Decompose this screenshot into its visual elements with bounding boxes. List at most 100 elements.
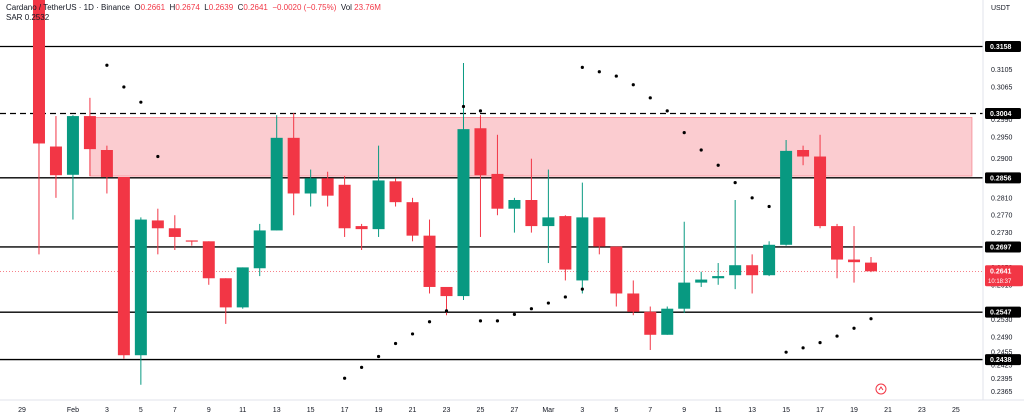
sar-dot — [512, 312, 517, 316]
candle-body — [763, 244, 776, 276]
candle — [848, 226, 861, 283]
candle — [627, 280, 640, 316]
sar-dot — [767, 204, 771, 209]
date-tick-label: 5 — [139, 407, 143, 414]
candle-body — [32, 0, 45, 144]
candle — [678, 221, 691, 314]
candle-body — [576, 217, 589, 281]
candle — [576, 182, 589, 294]
symbol-title[interactable]: Cardano / TetherUS · 1D · Binance — [6, 3, 130, 12]
sar-dot — [376, 354, 381, 359]
event-flag-glyph — [878, 386, 884, 391]
event-flag-icon — [875, 383, 887, 395]
candle-body — [338, 184, 351, 229]
candle — [338, 176, 351, 237]
candle — [100, 145, 113, 194]
sar-dot — [156, 154, 160, 159]
sar-dot — [733, 181, 737, 185]
sar-dot — [682, 131, 686, 135]
date-tick-label: 25 — [952, 407, 960, 414]
candle-body — [66, 116, 79, 175]
price-tick-label: 0.2395 — [991, 376, 1013, 383]
high-value: 0.2674 — [175, 3, 200, 12]
level-price-tag — [985, 354, 1021, 366]
time-axis-bg — [0, 400, 1024, 419]
candle-body — [797, 150, 810, 157]
candle-body — [474, 128, 487, 176]
open-label: O — [134, 3, 141, 12]
sar-label: SAR — [6, 13, 23, 22]
sar-dot — [122, 85, 126, 89]
candle — [168, 215, 181, 250]
sar-dot — [784, 350, 788, 354]
close-value: 0.2641 — [243, 3, 268, 12]
candle-body — [270, 137, 283, 231]
candle-body — [355, 226, 368, 230]
chart-header: Cardano / TetherUS · 1D · Binance O0.266… — [6, 3, 381, 12]
sar-dot — [444, 309, 449, 313]
candle-body — [627, 293, 640, 312]
candle-body — [593, 217, 606, 247]
candle — [474, 115, 487, 237]
candle — [542, 169, 555, 264]
candle — [236, 267, 249, 309]
candle — [270, 115, 283, 231]
volume-value: 23.76M — [354, 3, 381, 12]
candle-body — [559, 216, 572, 270]
candle-body — [168, 228, 181, 237]
candle — [423, 219, 436, 294]
currency-label: USDT — [991, 5, 1011, 12]
level-price-label: 0.2697 — [990, 244, 1012, 251]
price-tick-label: 0.2770 — [991, 213, 1013, 220]
candle-body — [253, 230, 266, 269]
close-label: C — [237, 3, 244, 12]
candle — [695, 271, 708, 287]
date-tick-label: Mar — [542, 407, 555, 414]
sar-legend[interactable]: SAR 0.2532 — [6, 13, 49, 22]
sar-dot — [105, 63, 109, 67]
sar-dot — [869, 317, 873, 321]
level-price-label: 0.2438 — [990, 357, 1012, 364]
sar-dot — [529, 307, 534, 311]
candle — [49, 116, 62, 198]
date-tick-label: 29 — [18, 407, 26, 414]
candle-body — [100, 150, 113, 177]
sar-dot — [614, 74, 618, 78]
price-tick-label: 0.2990 — [991, 117, 1013, 124]
date-tick-label: 3 — [105, 407, 109, 414]
price-tick-label: 0.3065 — [991, 84, 1013, 91]
price-axis-bg — [983, 0, 1024, 419]
candle — [151, 208, 164, 255]
candle-body — [83, 116, 96, 150]
candle-body — [287, 137, 300, 194]
price-tick-label: 0.2730 — [991, 230, 1013, 237]
date-tick-label: 27 — [511, 407, 519, 414]
candle-body — [848, 259, 861, 263]
date-tick-label: 11 — [239, 407, 246, 414]
candle-body — [321, 178, 334, 196]
candle — [117, 176, 130, 359]
candle — [219, 278, 232, 324]
candle — [644, 306, 657, 350]
price-tick-label: 0.2900 — [991, 156, 1013, 163]
candle-body — [219, 278, 232, 308]
candle — [202, 241, 215, 285]
sar-dot — [427, 320, 432, 324]
sar-dot — [343, 376, 347, 380]
last-price-label: 0.2641 — [990, 268, 1012, 275]
candle-body — [491, 173, 504, 209]
candle — [134, 217, 147, 385]
date-tick-label: 3 — [580, 407, 584, 414]
sar-dot — [852, 326, 856, 330]
sar-dot — [580, 65, 584, 69]
candle — [525, 158, 538, 233]
candle-body — [695, 279, 708, 283]
candle-body — [117, 176, 130, 356]
price-tick-label: 0.2490 — [991, 334, 1013, 341]
level-price-label: 0.3158 — [990, 44, 1012, 51]
low-label: L — [204, 3, 209, 12]
level-price-label: 0.3004 — [990, 111, 1012, 118]
date-tick-label: 19 — [850, 407, 858, 414]
candle — [406, 197, 419, 242]
